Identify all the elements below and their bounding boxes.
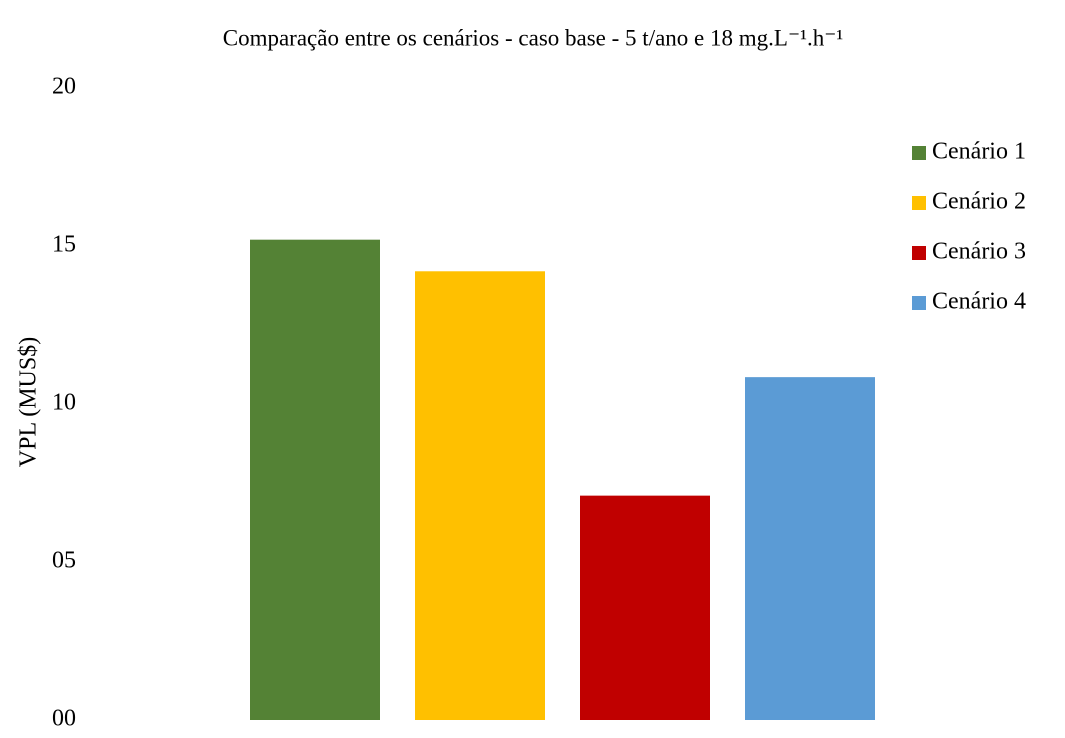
chart-title: Comparação entre os cenários - caso base…: [223, 25, 844, 50]
legend-swatch: [912, 146, 926, 160]
y-tick-label: 00: [52, 706, 76, 732]
y-tick-label: 20: [52, 74, 76, 100]
bar: [415, 271, 545, 720]
legend-label: Cenário 4: [932, 289, 1026, 315]
bar: [580, 495, 710, 720]
bar: [250, 239, 380, 720]
legend-label: Cenário 1: [932, 139, 1026, 165]
y-tick-label: 05: [52, 548, 76, 574]
y-axis-label: VPL (MUS$): [16, 337, 42, 467]
y-tick-label: 15: [52, 232, 76, 258]
legend-swatch: [912, 296, 926, 310]
bar: [745, 377, 875, 720]
legend-swatch: [912, 246, 926, 260]
y-tick-label: 10: [52, 390, 76, 416]
legend-label: Cenário 3: [932, 239, 1026, 265]
legend-label: Cenário 2: [932, 189, 1026, 215]
legend-swatch: [912, 196, 926, 210]
